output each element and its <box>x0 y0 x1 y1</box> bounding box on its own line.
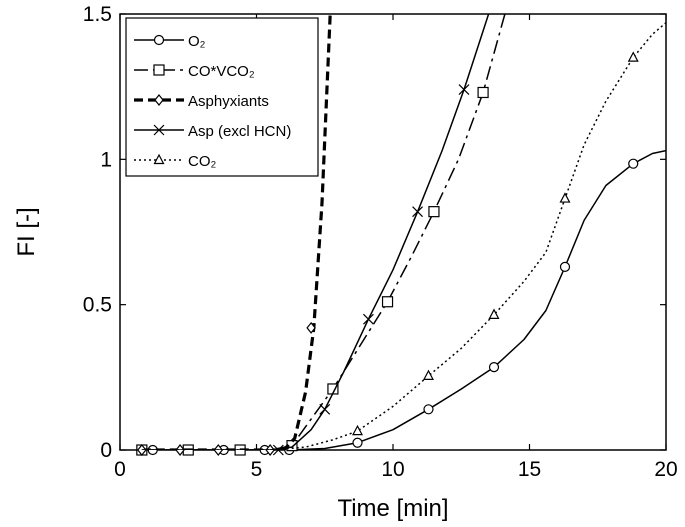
series-3 <box>141 14 490 456</box>
data-point <box>381 296 394 308</box>
legend-marker <box>153 153 165 165</box>
data-point <box>559 192 571 203</box>
data-point <box>559 261 571 272</box>
data-point <box>352 424 364 436</box>
legend-label: CO₂ <box>188 153 217 170</box>
data-point <box>412 206 423 218</box>
x-tick-label: 10 <box>381 458 404 481</box>
ticks-layer: 0 5 10 15 20 0 0.5 1 1.5 <box>83 3 678 481</box>
legend-marker <box>153 34 165 46</box>
y-axis-title: FI [-] <box>13 207 40 256</box>
data-point <box>319 403 331 415</box>
x-tick-label: 15 <box>518 458 541 481</box>
x-tick-label: 20 <box>654 458 677 481</box>
y-tick-label: 0.5 <box>83 294 112 317</box>
legend-label: CO*VCO₂ <box>188 63 255 80</box>
data-point <box>423 404 434 415</box>
series-layer <box>136 14 666 456</box>
data-point <box>628 158 639 169</box>
data-point <box>352 437 363 448</box>
y-tick-label: 0 <box>100 439 112 462</box>
data-point <box>477 86 489 99</box>
x-axis-title: Time [min] <box>337 495 448 522</box>
legend: O₂ CO*VCO₂ Asphyxiants Asp (excl HCN) CO₂ <box>125 17 319 177</box>
data-point <box>428 206 440 218</box>
series-line <box>139 149 666 450</box>
data-point <box>488 362 500 373</box>
y-tick-label: 1.5 <box>83 3 112 26</box>
data-point <box>458 84 470 95</box>
data-point <box>363 313 374 325</box>
data-point <box>306 321 316 334</box>
data-point <box>488 308 500 319</box>
legend-marker <box>154 94 164 106</box>
legend-marker <box>153 124 165 136</box>
y-tick-label: 1 <box>100 148 112 171</box>
x-tick-label: 0 <box>114 458 126 481</box>
legend-marker <box>153 64 165 76</box>
series-0 <box>139 149 666 456</box>
legend-label: O₂ <box>188 33 206 50</box>
data-point <box>627 51 639 62</box>
series-line <box>141 14 490 450</box>
series-4 <box>141 22 666 450</box>
data-point <box>422 369 434 380</box>
legend-label: Asphyxiants <box>188 93 269 110</box>
x-tick-label: 5 <box>251 458 263 481</box>
legend-label: Asp (excl HCN) <box>188 123 291 140</box>
